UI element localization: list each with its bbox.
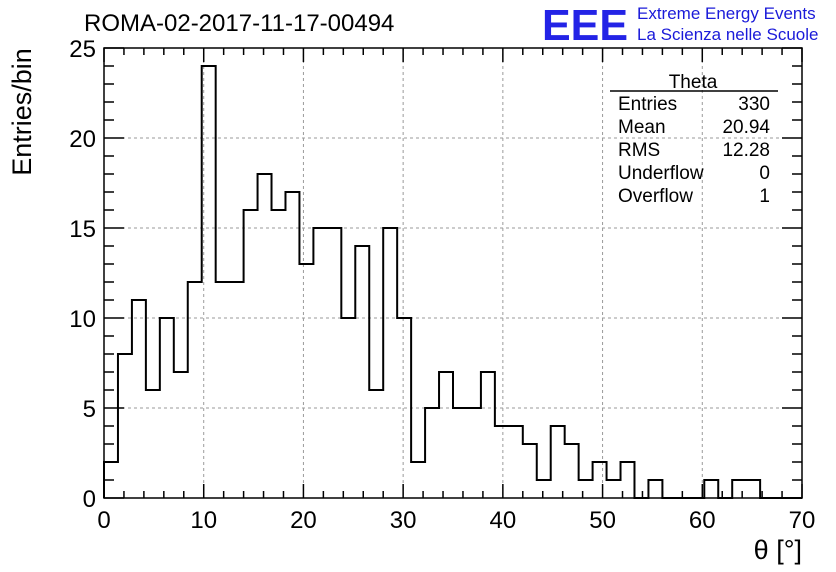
y-tick-label: 10 (69, 306, 96, 333)
y-tick-label: 5 (83, 396, 96, 423)
chart-title: ROMA-02-2017-11-17-00494 (84, 10, 394, 37)
grid-lines (104, 48, 802, 498)
x-tick-label: 0 (97, 507, 110, 534)
x-tick-label: 40 (490, 507, 517, 534)
stats-label: Overflow (618, 186, 693, 207)
stats-label: Underflow (618, 163, 704, 184)
eee-logo: EEE Extreme Energy Events La Scienza nel… (542, 1, 818, 50)
eee-logo-line2: La Scienza nelle Scuole (637, 25, 818, 44)
stats-value: 1 (759, 186, 770, 207)
stats-value: 12.28 (722, 140, 770, 161)
stats-value: 20.94 (722, 117, 770, 138)
y-tick-label: 20 (69, 126, 96, 153)
x-tick-label: 30 (390, 507, 417, 534)
stats-title: Theta (669, 72, 718, 93)
x-axis-label: θ [°] (754, 535, 802, 565)
y-tick-label: 15 (69, 216, 96, 243)
plot-frame (103, 47, 803, 499)
eee-logo-mark: EEE (542, 1, 628, 50)
stats-box: Theta Entries 330 Mean 20.94 RMS 12.28 Underfl… (610, 72, 778, 207)
x-tick-label: 20 (290, 507, 317, 534)
y-tick-label: 0 (83, 486, 96, 513)
axis-ticks (103, 47, 803, 499)
x-tick-label: 70 (789, 507, 816, 534)
eee-logo-line1: Extreme Energy Events (637, 4, 816, 23)
y-tick-label: 25 (69, 36, 96, 63)
x-tick-label: 50 (589, 507, 616, 534)
stats-value: 0 (759, 163, 770, 184)
stats-label: Entries (618, 94, 677, 115)
stats-value: 330 (738, 94, 770, 115)
stats-label: RMS (618, 140, 660, 161)
x-tick-label: 10 (190, 507, 217, 534)
stats-label: Mean (618, 117, 666, 138)
histogram-series-line (103, 65, 802, 499)
y-axis-label: Entries/bin (7, 48, 37, 176)
x-tick-label: 60 (689, 507, 716, 534)
